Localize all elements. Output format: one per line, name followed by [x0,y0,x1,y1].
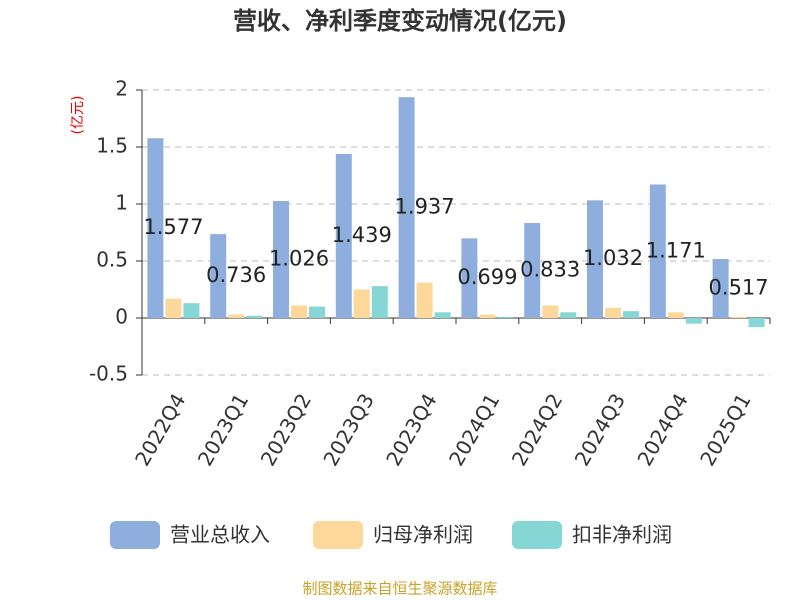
bar [497,316,514,318]
data-label: 0.699 [457,265,517,289]
y-tick-label: 0.5 [96,248,128,272]
bar [371,286,388,318]
bar [667,312,684,318]
bar [273,201,289,318]
data-label: 1.032 [583,246,643,270]
bar [649,184,666,318]
bar [353,289,370,318]
bar [461,238,478,318]
data-label: 1.171 [646,238,706,262]
data-label: 0.833 [520,258,580,282]
y-tick-label: 1.5 [96,134,128,158]
bar [183,303,200,318]
data-label: 1.577 [143,215,203,239]
x-tick-label: 2024Q1 [444,389,504,470]
y-tick-label: -0.5 [89,362,128,386]
bar [416,282,433,318]
x-tick-label: 2024Q4 [632,389,692,470]
bar [479,314,496,318]
x-tick-label: 2025Q1 [695,389,755,470]
y-tick-label: 0 [115,305,128,329]
bar [587,200,603,318]
y-tick-label: 2 [115,77,128,101]
y-tick-label: 1 [115,191,128,215]
bar [748,318,765,328]
bar [398,97,415,318]
bar [542,305,559,318]
legend-label: 营业总收入 [170,523,270,547]
footer: 制图数据来自恒生聚源数据库 [302,580,497,598]
bar [434,312,451,318]
bar [685,318,702,324]
legend-label: 归母净利润 [373,523,473,547]
x-tick-label: 2023Q4 [381,389,441,470]
bar [605,307,621,318]
legend-swatch [110,521,160,549]
x-tick-label: 2023Q3 [318,389,378,470]
bar [165,298,182,318]
bar [560,312,577,318]
legend-label: 扣非净利润 [572,523,672,547]
data-label: 0.517 [709,276,769,300]
bar [309,306,325,318]
bar [712,259,729,318]
bar [291,305,307,318]
x-tick-label: 2022Q4 [130,389,190,470]
bar [524,223,541,318]
bar [730,316,747,318]
x-tick-label: 2024Q3 [570,389,630,470]
legend-swatch [512,521,562,549]
x-tick-label: 2023Q2 [256,389,316,470]
y-axis-label: (亿元) [70,96,86,135]
x-tick-label: 2024Q2 [507,389,567,470]
bar [335,153,352,318]
x-tick-label: 2023Q1 [193,389,253,470]
data-label: 1.026 [269,247,329,271]
bar [147,138,164,318]
bar [228,314,245,318]
data-label: 1.439 [332,223,392,247]
bar [210,234,227,318]
chart-title: 营收、净利季度变动情况(亿元) [233,7,567,35]
legend-swatch [313,521,363,549]
bar [246,315,263,318]
bar [623,311,639,318]
data-label: 1.937 [395,195,455,219]
data-label: 0.736 [206,263,266,287]
